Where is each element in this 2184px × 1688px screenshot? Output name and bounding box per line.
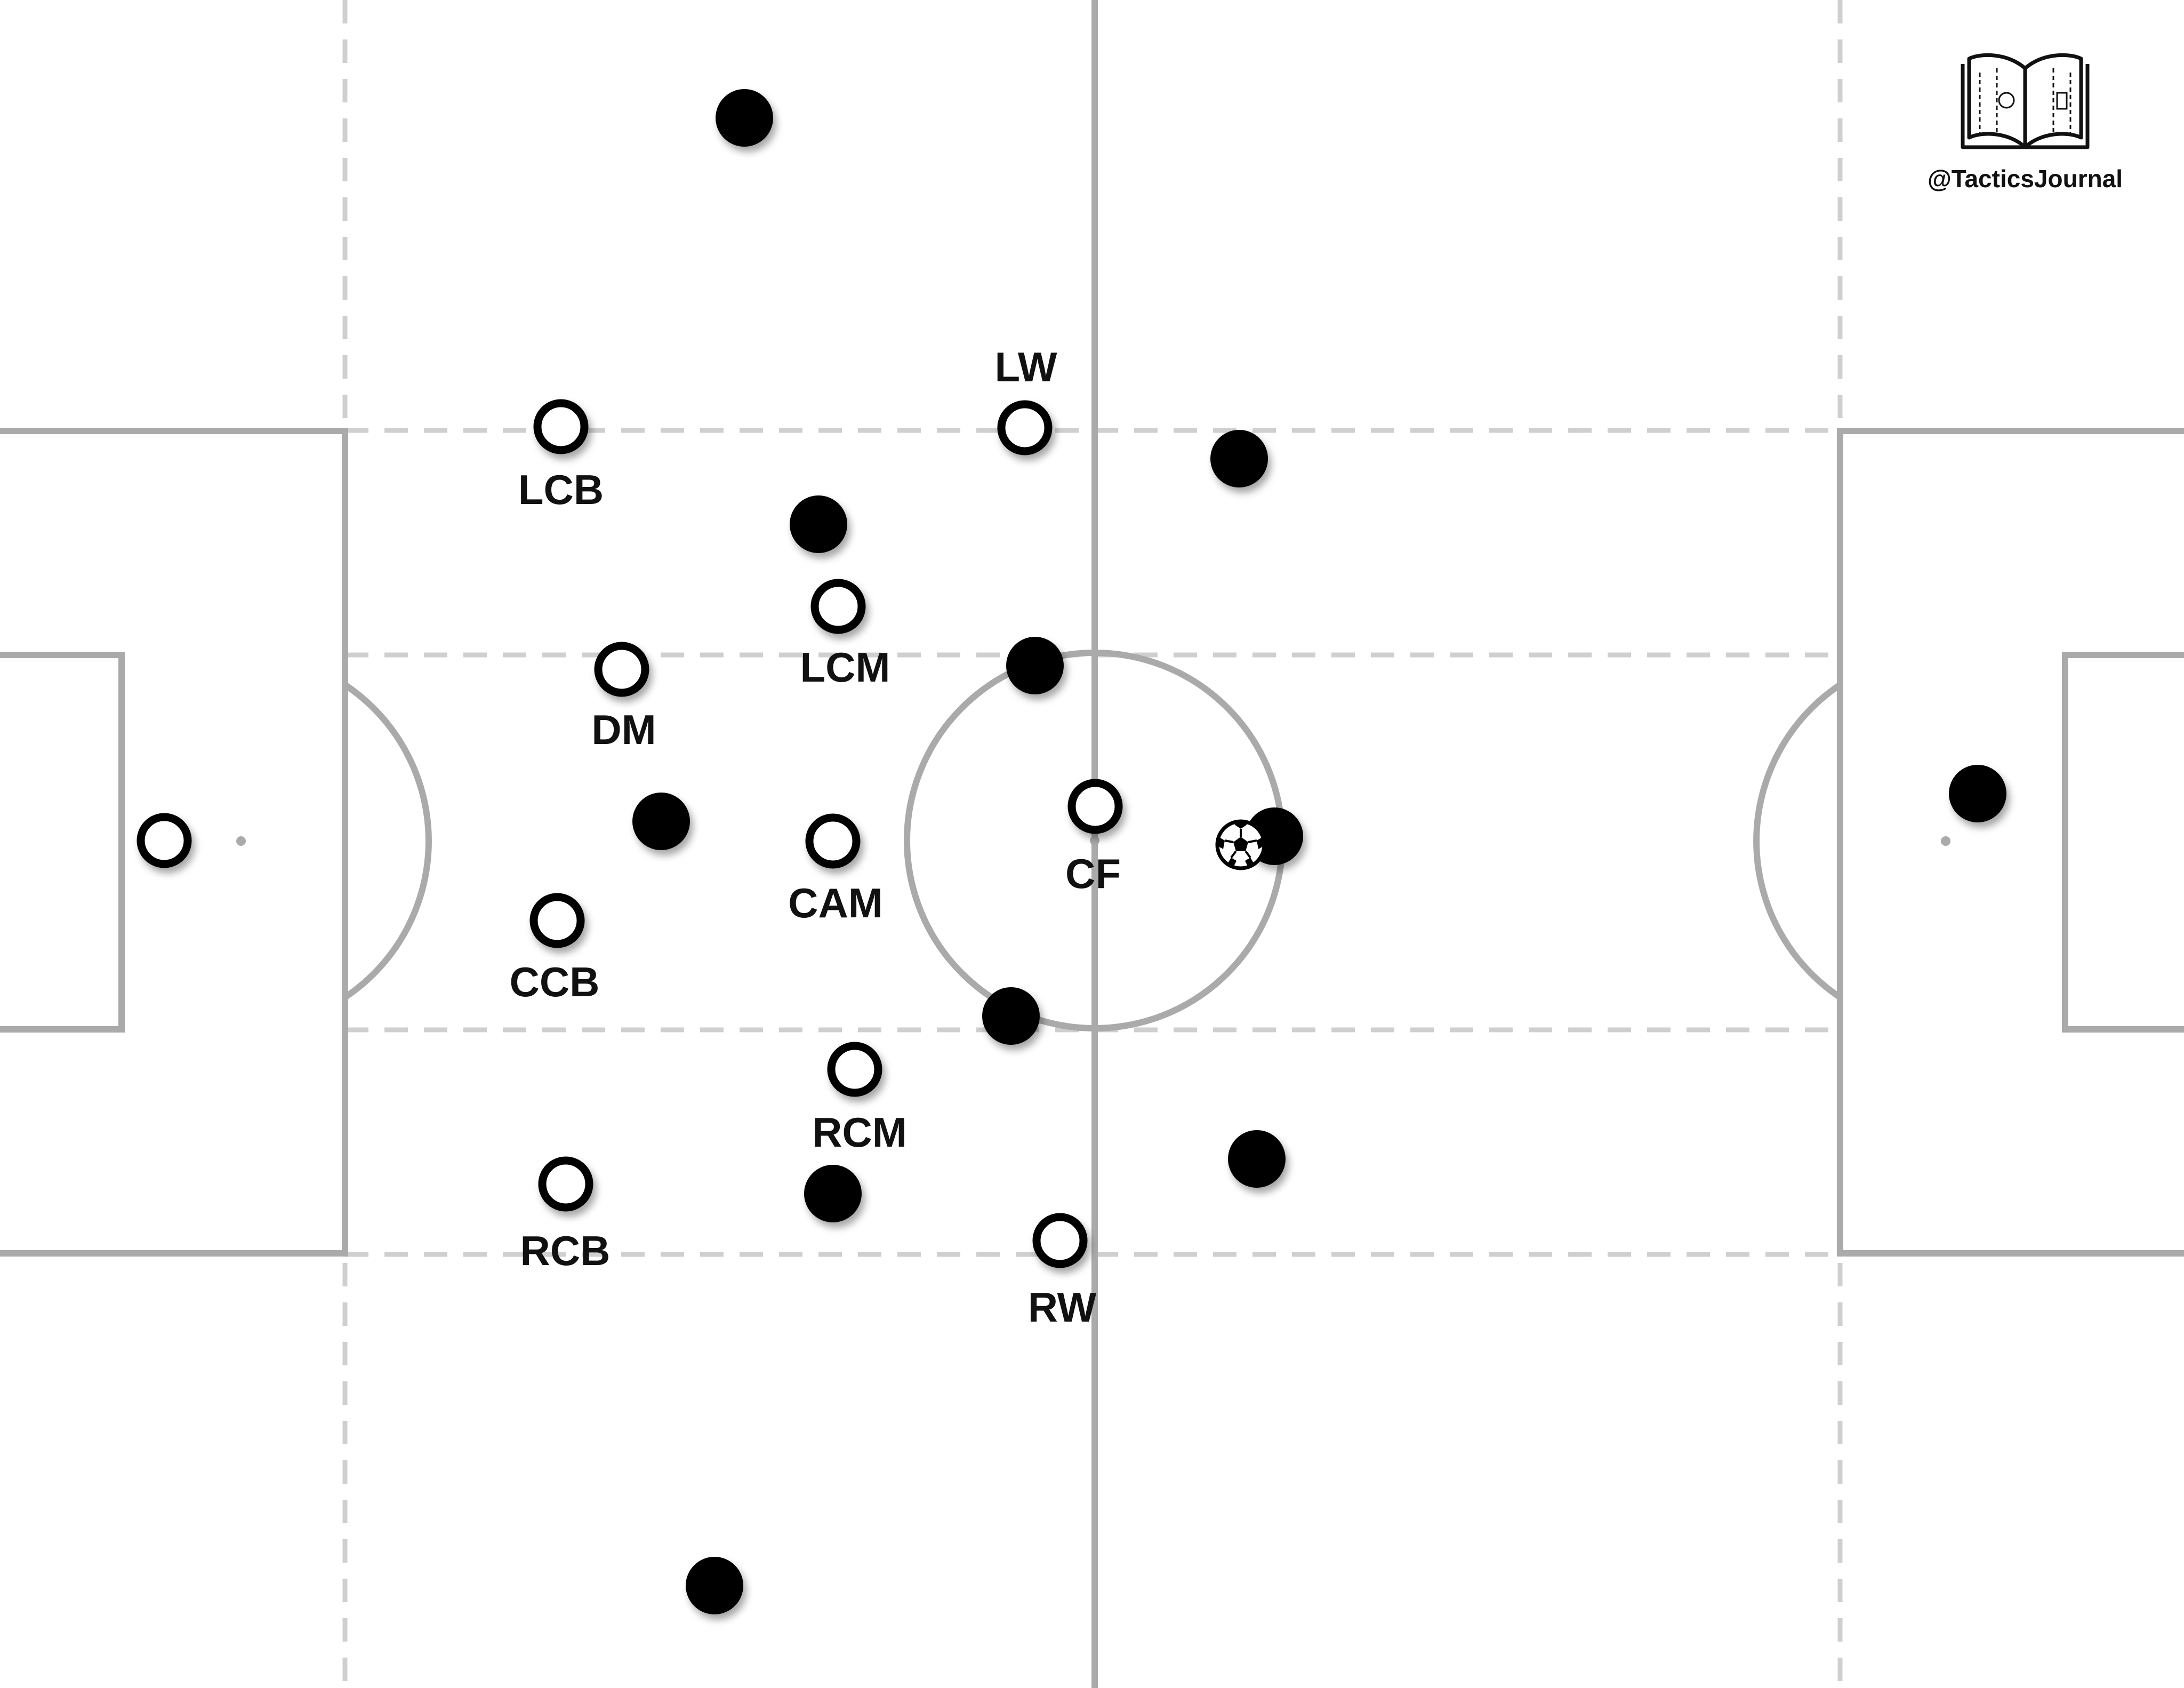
filled-player[interactable] xyxy=(1006,637,1064,694)
filled-player[interactable] xyxy=(804,1165,862,1222)
filled-player[interactable] xyxy=(1949,765,2006,822)
player-label-ccb: CCB xyxy=(510,958,600,1005)
player-label-lcm: LCM xyxy=(800,644,890,691)
football-icon[interactable] xyxy=(1215,819,1266,870)
filled-player[interactable] xyxy=(982,987,1040,1045)
filled-player[interactable] xyxy=(686,1557,743,1614)
player-label-rcb: RCB xyxy=(520,1227,611,1274)
tactics-journal-watermark: @TacticsJournal xyxy=(1913,47,2137,193)
left-penalty-arc xyxy=(343,682,432,1000)
player-label-cf: CF xyxy=(1065,850,1121,897)
position-labels: LCB DM CCB RCB LCM CAM RCM LW CF RW xyxy=(510,343,1121,1331)
outlined-player-lcb[interactable] xyxy=(533,399,589,454)
right-penalty-area xyxy=(1837,428,2184,1257)
left-penalty-spot xyxy=(236,836,246,846)
filled-player[interactable] xyxy=(632,793,690,850)
player-label-cam: CAM xyxy=(788,879,883,926)
right-penalty-spot xyxy=(1941,836,1950,846)
right-goal-area xyxy=(2062,652,2184,1033)
left-goal-area xyxy=(0,652,125,1033)
team-filled xyxy=(632,89,2006,1614)
left-penalty-area xyxy=(0,428,348,1257)
player-label-rw: RW xyxy=(1028,1284,1097,1331)
center-spot xyxy=(1090,836,1099,845)
player-label-lcb: LCB xyxy=(518,466,604,513)
outlined-player-rcb[interactable] xyxy=(538,1156,593,1212)
outlined-player-dm[interactable] xyxy=(594,642,649,697)
right-penalty-arc xyxy=(1753,682,1842,1000)
player-label-rcm: RCM xyxy=(812,1109,907,1156)
outlined-player-cam[interactable] xyxy=(805,813,861,869)
outlined-player-rw[interactable] xyxy=(1032,1213,1088,1268)
filled-player[interactable] xyxy=(716,89,773,147)
outlined-player-ccb[interactable] xyxy=(529,893,585,948)
outlined-player-gk[interactable] xyxy=(136,813,192,868)
outlined-player-lw[interactable] xyxy=(997,400,1053,455)
player-label-dm: DM xyxy=(591,706,656,753)
watermark-handle: @TacticsJournal xyxy=(1927,165,2123,193)
outlined-player-rcm[interactable] xyxy=(827,1042,882,1097)
filled-player[interactable] xyxy=(790,495,847,553)
outlined-player-cf[interactable] xyxy=(1067,779,1123,834)
player-label-lw: LW xyxy=(995,343,1057,390)
team-outlined xyxy=(136,399,1123,1268)
outlined-player-lcm[interactable] xyxy=(810,579,866,634)
open-book-pitch-icon xyxy=(1961,53,2090,149)
filled-player[interactable] xyxy=(1228,1130,1286,1188)
filled-player[interactable] xyxy=(1210,430,1268,487)
